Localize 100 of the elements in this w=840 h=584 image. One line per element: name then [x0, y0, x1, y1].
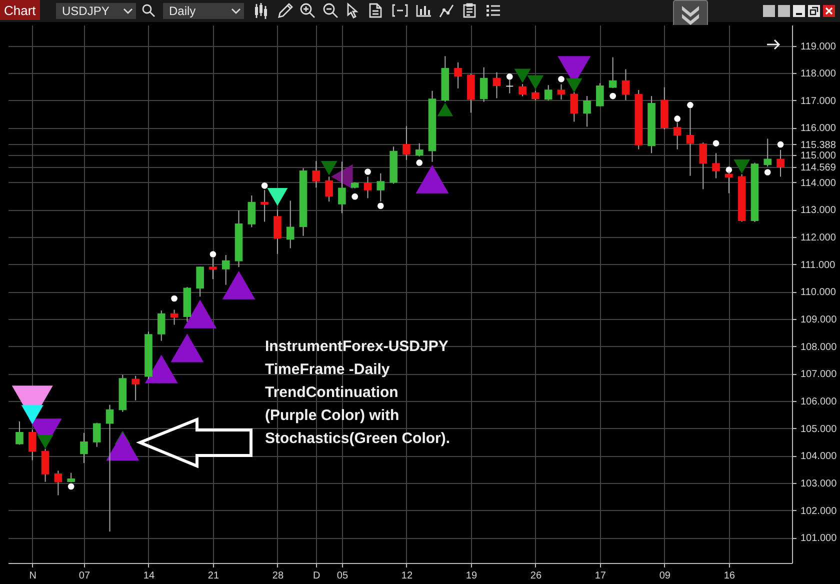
candlestick — [28, 429, 36, 461]
candlestick — [222, 254, 230, 286]
point — [416, 164, 449, 194]
point — [144, 354, 178, 384]
candlestick — [248, 195, 256, 228]
candlestick — [54, 470, 62, 496]
x-tick-label: 12 — [401, 570, 413, 582]
point — [261, 182, 268, 189]
y-tick-label: 114.569 — [800, 162, 836, 174]
point — [267, 188, 288, 206]
candlestick — [67, 472, 75, 483]
candlestick — [41, 448, 50, 482]
candlestick — [364, 176, 372, 199]
candlestick — [274, 209, 282, 254]
candlestick — [699, 142, 708, 190]
candlestick — [106, 404, 114, 532]
candlestick — [402, 126, 410, 160]
candlestick — [170, 309, 178, 326]
y-tick-label: 115.388 — [800, 140, 836, 151]
candlestick — [544, 84, 552, 101]
point — [21, 405, 44, 424]
x-tick-label: 16 — [724, 570, 736, 582]
text: USDJPY — [62, 4, 110, 18]
y-tick-label: 101.000 — [800, 533, 838, 544]
point — [210, 251, 216, 258]
y-tick-label: 106.000 — [800, 396, 838, 408]
y-tick-label: 118.000 — [800, 68, 836, 80]
y-tick-label: 111.000 — [800, 260, 836, 271]
candlestick — [286, 200, 294, 249]
candlestick — [583, 96, 591, 128]
candlestick — [480, 66, 488, 102]
y-tick-label: 113.000 — [800, 205, 836, 216]
point — [68, 483, 74, 490]
y-tick-label: 107.000 — [800, 369, 838, 380]
candlestick — [157, 310, 166, 342]
y-tick-label: 109.000 — [800, 314, 838, 326]
point — [320, 161, 338, 176]
point — [558, 76, 564, 82]
point — [734, 159, 750, 174]
y-tick-label: 104.000 — [800, 451, 838, 462]
candlestick — [80, 432, 88, 464]
text: Daily — [169, 4, 196, 18]
point — [777, 141, 784, 148]
point — [377, 202, 384, 210]
candlestick — [376, 172, 385, 202]
y-tick-label: 116.000 — [800, 123, 836, 134]
point — [566, 78, 582, 92]
candlestick — [338, 161, 346, 214]
x-tick-label: N — [29, 570, 36, 582]
point — [184, 300, 217, 328]
point — [416, 160, 423, 166]
x-tick-label: 05 — [336, 570, 348, 582]
candlestick — [596, 82, 604, 107]
y-tick-label: 114.000 — [800, 178, 836, 189]
point — [170, 334, 204, 362]
chart-title: Chart — [4, 3, 36, 18]
point — [726, 166, 732, 173]
candlestick — [209, 258, 217, 280]
point — [514, 68, 531, 83]
candlestick — [673, 122, 682, 150]
candlestick — [622, 68, 630, 101]
y-tick-label: 119.000 — [800, 41, 836, 52]
point — [352, 193, 358, 200]
candlestick — [260, 190, 268, 222]
point — [674, 116, 680, 122]
candlestick — [454, 62, 462, 89]
y-tick-label: 105.000 — [800, 424, 838, 435]
y-tick-label: 108.000 — [800, 342, 838, 353]
y-tick-label: 115.000 — [800, 150, 836, 162]
annotation: InstrumentForex-USDJPY TimeFrame -Daily TrendContinuation (Purple Color) with Stochastics(Green Color). — [265, 338, 450, 447]
x-tick-label: 19 — [466, 570, 478, 582]
point — [687, 102, 694, 108]
x-tick-label: 17 — [594, 570, 606, 582]
x-tick-label: D — [313, 570, 320, 582]
candlestick — [712, 152, 720, 179]
candlestick — [415, 142, 424, 157]
candlestick — [312, 160, 320, 188]
candlestick — [492, 72, 501, 99]
point — [171, 295, 178, 302]
candlestick — [570, 92, 578, 122]
point — [106, 432, 140, 461]
candlestick — [532, 90, 540, 101]
y-tick-label: 110.000 — [800, 287, 836, 298]
x-tick-label: 14 — [143, 570, 155, 582]
candlestick — [608, 56, 617, 89]
x-tick-label: 28 — [272, 570, 284, 582]
x-tick-label: 21 — [208, 570, 220, 582]
point — [764, 169, 771, 176]
x-tick-label: 09 — [659, 570, 671, 582]
y-tick-label: 117.000 — [800, 96, 836, 107]
x-tick-label: 07 — [78, 570, 90, 582]
candlestick — [16, 420, 24, 446]
y-tick-label: 102.000 — [800, 506, 838, 517]
x-tick-label: 26 — [530, 570, 542, 582]
point — [506, 73, 513, 80]
candlestick — [196, 266, 204, 298]
candlestick — [132, 375, 140, 401]
candlestick — [518, 84, 526, 97]
candlestick — [92, 422, 101, 448]
candlestick — [764, 138, 772, 168]
